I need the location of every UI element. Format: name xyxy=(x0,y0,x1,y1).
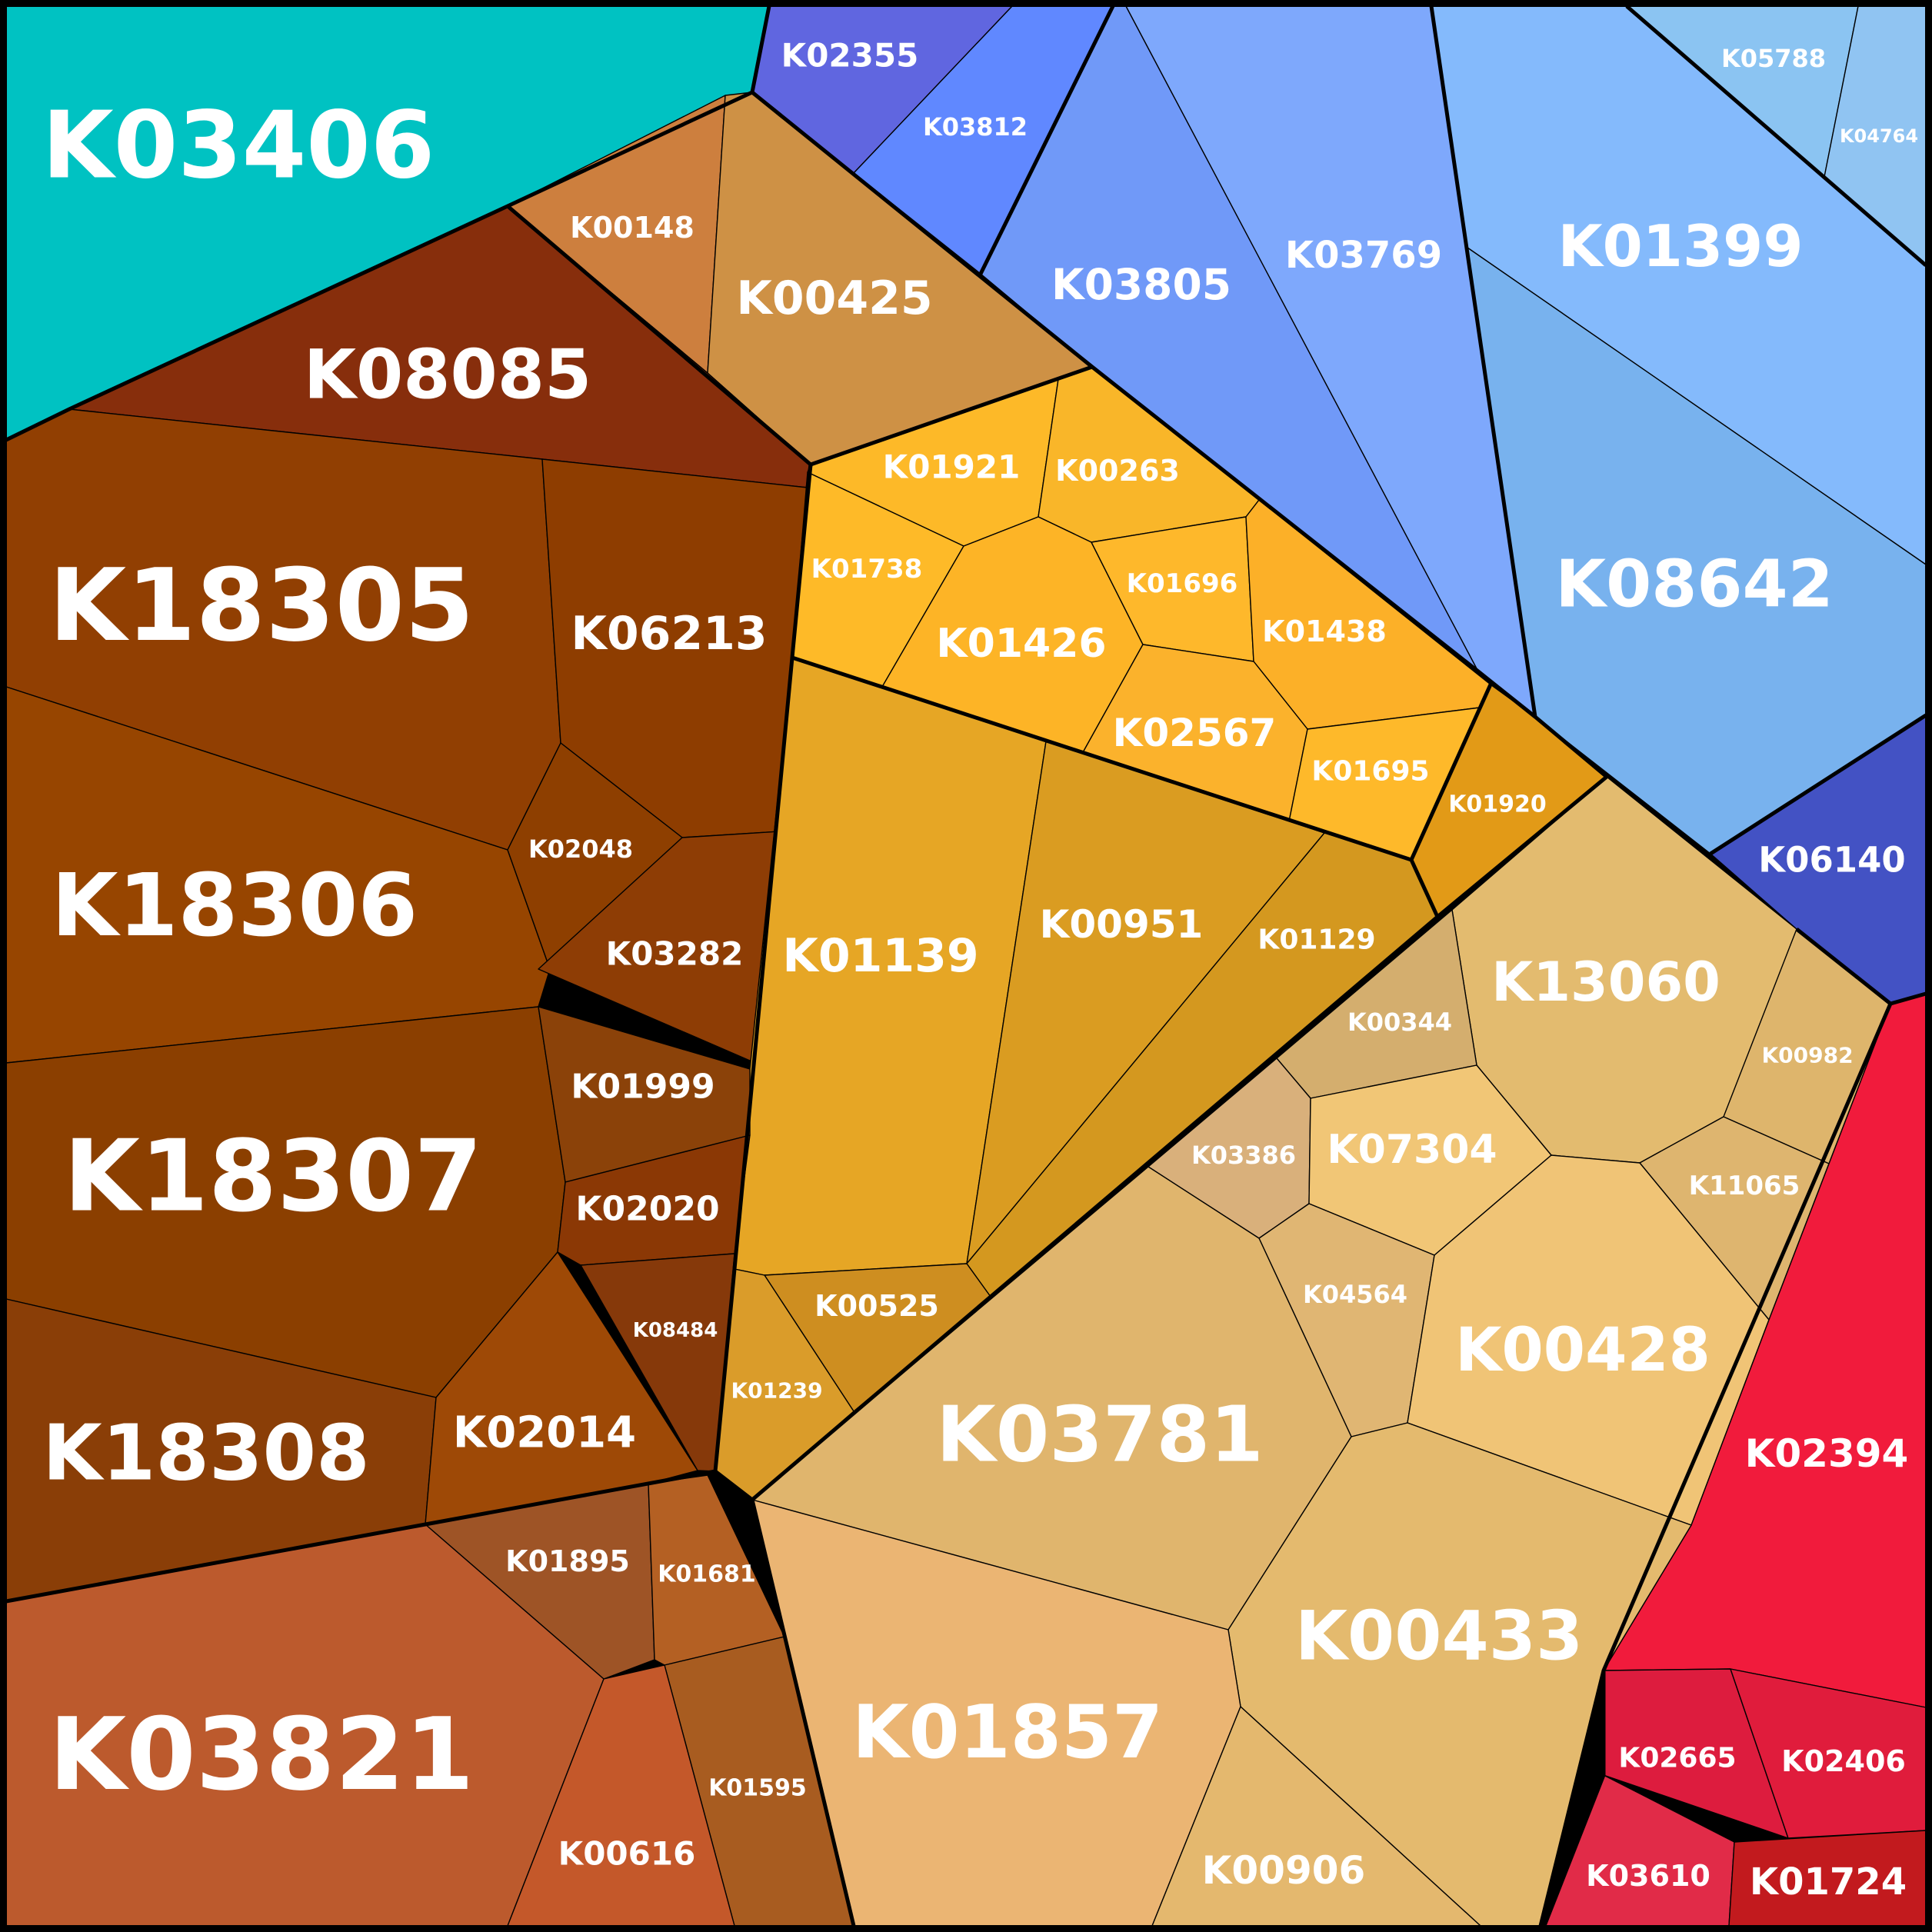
group-border-13 xyxy=(1409,683,1493,861)
cell-label-k01595: K01595 xyxy=(708,1775,807,1802)
group-border-2 xyxy=(714,91,1609,1502)
group-border-3 xyxy=(978,5,1115,275)
cell-label-k00263: K00263 xyxy=(1055,454,1180,488)
cell-label-k02665: K02665 xyxy=(1618,1743,1736,1774)
cell-label-k02014: K02014 xyxy=(453,1408,636,1458)
group-border-14 xyxy=(750,1499,856,1927)
cell-label-k18308: K18308 xyxy=(42,1408,369,1498)
group-borders xyxy=(5,5,1927,1927)
cell-k02014 xyxy=(425,1251,698,1525)
group-border-15 xyxy=(1542,1671,1606,1927)
cell-label-k02567: K02567 xyxy=(1113,711,1277,755)
cell-label-k01857: K01857 xyxy=(852,1690,1163,1775)
cell-label-k00906: K00906 xyxy=(1202,1848,1366,1893)
cell-label-k01239: K01239 xyxy=(731,1378,822,1404)
cell-label-k01738: K01738 xyxy=(811,554,923,585)
cell-label-k03812: K03812 xyxy=(923,112,1028,142)
cell-label-k01399: K01399 xyxy=(1557,212,1803,280)
cell-label-k01129: K01129 xyxy=(1257,924,1375,956)
cell-label-k00616: K00616 xyxy=(558,1835,696,1873)
cell-label-k01895: K01895 xyxy=(505,1544,630,1578)
cell-label-k01438: K01438 xyxy=(1262,615,1387,648)
cell-label-k01921: K01921 xyxy=(883,448,1021,486)
cell-label-k03781: K03781 xyxy=(936,1390,1263,1480)
cell-label-k01920: K01920 xyxy=(1448,791,1547,818)
cell-label-k18307: K18307 xyxy=(64,1120,483,1234)
cell-label-k02355: K02355 xyxy=(781,37,919,75)
group-border-6 xyxy=(1709,713,1927,856)
group-border-9 xyxy=(810,365,1093,467)
cell-label-k01426: K01426 xyxy=(936,621,1106,667)
cell-label-k05788: K05788 xyxy=(1721,44,1826,73)
cell-label-k08484: K08484 xyxy=(633,1319,718,1342)
cell-label-k00425: K00425 xyxy=(736,271,932,325)
cell-label-k00344: K00344 xyxy=(1347,1008,1452,1037)
cell-label-k00525: K00525 xyxy=(814,1289,939,1323)
group-border-0 xyxy=(5,90,754,442)
cell-label-k13060: K13060 xyxy=(1491,951,1720,1014)
group-border-4 xyxy=(1429,5,1537,718)
cell-label-k00428: K00428 xyxy=(1455,1316,1710,1385)
cells-layer xyxy=(5,5,1927,1927)
cell-label-k00433: K00433 xyxy=(1295,1597,1583,1676)
cell-label-k01695: K01695 xyxy=(1311,756,1429,788)
cell-label-k18306: K18306 xyxy=(52,856,418,956)
cell-label-k06140: K06140 xyxy=(1758,840,1905,881)
cell-label-k03769: K03769 xyxy=(1285,234,1442,277)
cell-label-k02020: K02020 xyxy=(575,1190,719,1229)
cell-label-k01724: K01724 xyxy=(1750,1860,1907,1904)
group-border-11 xyxy=(506,205,813,488)
cell-label-k06213: K06213 xyxy=(571,607,767,661)
cell-label-k03821: K03821 xyxy=(48,1696,474,1813)
cell-label-k01999: K01999 xyxy=(571,1068,715,1107)
cell-label-k08642: K08642 xyxy=(1555,547,1834,623)
cell-label-k00951: K00951 xyxy=(1040,902,1204,947)
cell-label-k11065: K11065 xyxy=(1689,1171,1800,1201)
cell-label-k18305: K18305 xyxy=(48,547,474,664)
group-border-5 xyxy=(1625,5,1927,267)
cell-label-k00982: K00982 xyxy=(1761,1043,1853,1068)
group-border-10 xyxy=(5,464,813,1604)
cell-label-k01681: K01681 xyxy=(658,1561,756,1588)
cell-label-k04564: K04564 xyxy=(1303,1280,1407,1309)
cell-label-k03406: K03406 xyxy=(42,93,435,200)
cell-label-k03282: K03282 xyxy=(606,935,744,973)
cell-label-k08085: K08085 xyxy=(304,335,591,415)
cell-label-k00148: K00148 xyxy=(570,211,695,245)
cell-label-k03386: K03386 xyxy=(1191,1141,1296,1170)
cell-label-k02394: K02394 xyxy=(1745,1431,1909,1476)
cell-label-k04764: K04764 xyxy=(1840,125,1918,147)
cell-label-k01139: K01139 xyxy=(782,929,978,983)
cell-label-k01696: K01696 xyxy=(1127,568,1238,599)
cell-label-k02048: K02048 xyxy=(528,834,633,864)
cell-label-k03805: K03805 xyxy=(1051,260,1231,309)
cell-label-k02406: K02406 xyxy=(1781,1744,1906,1778)
group-border-1 xyxy=(750,5,771,93)
labels-layer: K03406 K02355 K03812 K05788 K04764 K00148 K004… xyxy=(42,37,1918,1904)
cell-label-k03610: K03610 xyxy=(1586,1859,1710,1893)
cell-label-k07304: K07304 xyxy=(1327,1127,1497,1173)
